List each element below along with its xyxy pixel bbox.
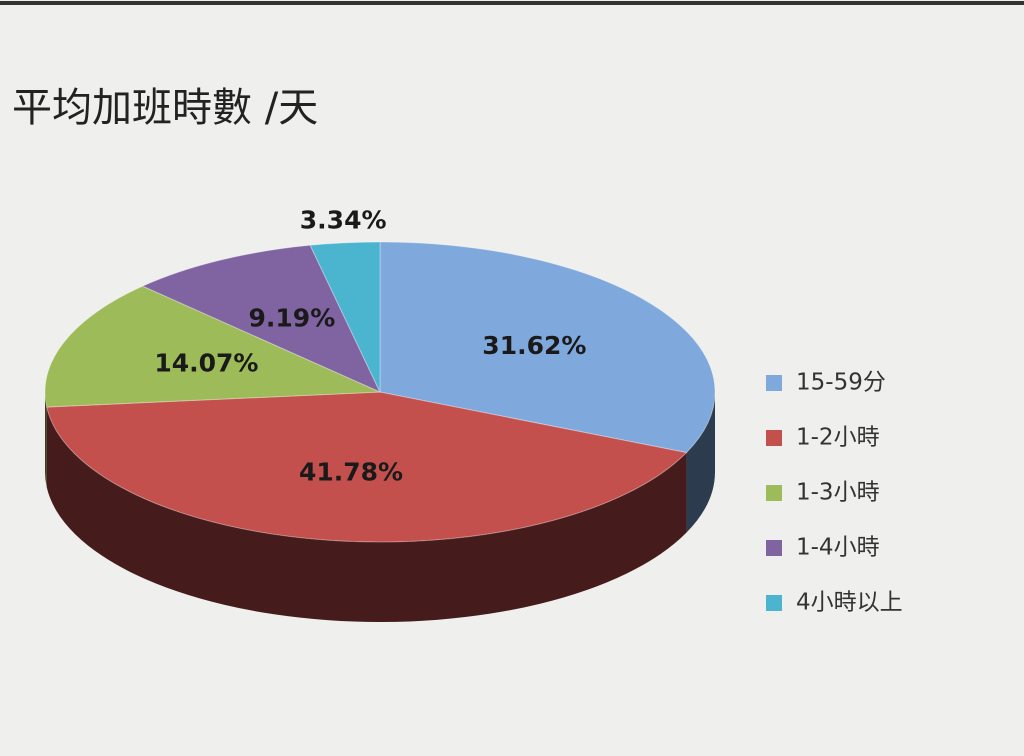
slice-side [45,392,47,488]
legend-swatch [766,540,782,556]
legend-swatch [766,430,782,446]
chart-title: 平均加班時數 /天 [12,85,318,131]
slice [309,241,381,393]
slice [46,391,688,543]
legend-label: 1-2小時 [796,425,880,451]
slice [141,244,382,394]
legend-swatch [766,595,782,611]
legend-label: 1-4小時 [796,535,880,561]
value-label: 31.62% [482,331,586,360]
slice [44,285,381,408]
legend-label: 15-59分 [796,370,886,396]
slice [379,241,716,454]
slice-side [686,392,715,533]
legend-label: 1-3小時 [796,480,880,506]
slice-side [46,407,687,622]
value-label: 14.07% [154,348,258,377]
legend-label: 4小時以上 [796,590,903,616]
value-label: 9.19% [249,304,336,333]
value-label: 3.34% [300,205,387,234]
legend-swatch [766,375,782,391]
legend-swatch [766,485,782,501]
value-label: 41.78% [299,457,403,486]
